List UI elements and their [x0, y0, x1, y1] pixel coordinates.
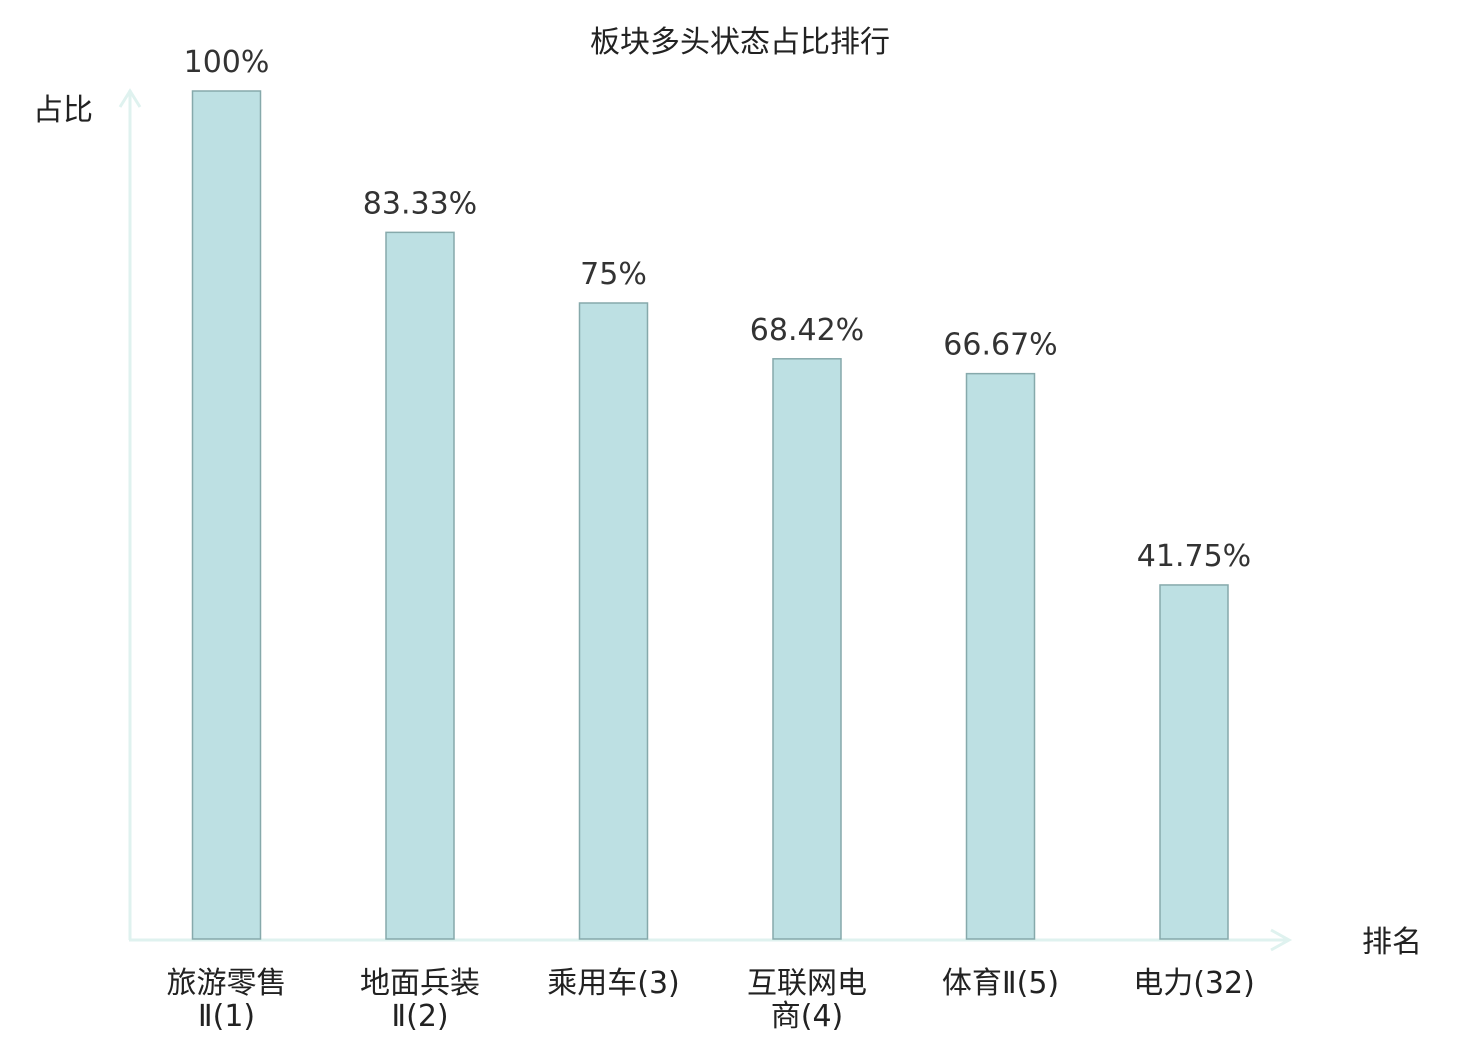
- category-label: 旅游零售: [167, 966, 287, 1001]
- category-label: 乘用车(3): [547, 966, 680, 1001]
- bar: [965, 372, 1036, 940]
- category-label: Ⅱ(2): [391, 999, 448, 1034]
- value-label: 83.33%: [363, 186, 477, 221]
- chart-title: 板块多头状态占比排行: [590, 25, 890, 60]
- x-axis-arrow: [1270, 928, 1293, 952]
- category-label: 互联网电: [747, 966, 867, 1001]
- value-label: 75%: [580, 257, 647, 292]
- bar: [578, 302, 649, 940]
- category-label: Ⅱ(1): [198, 999, 255, 1034]
- bar: [385, 231, 455, 940]
- y-axis-arrow: [118, 88, 142, 108]
- category-label: 地面兵装: [360, 966, 480, 1001]
- bar: [772, 358, 842, 940]
- axes: [118, 88, 1293, 952]
- bar: [191, 90, 262, 940]
- bars-group: [191, 90, 1229, 940]
- y-axis-label: 占比: [33, 93, 93, 128]
- value-label: 68.42%: [750, 313, 864, 348]
- value-label: 66.67%: [943, 328, 1057, 363]
- category-label: 体育Ⅱ(5): [942, 966, 1059, 1001]
- category-label: 商(4): [771, 999, 844, 1034]
- value-label: 100%: [184, 45, 270, 80]
- category-label: 电力(32): [1133, 966, 1255, 1001]
- value-labels-group: 100% 83.33% 75% 68.42% 66.67% 41.75%: [184, 45, 1252, 574]
- bar: [1159, 584, 1229, 940]
- value-label: 41.75%: [1137, 539, 1251, 574]
- x-axis-label: 排名: [1362, 925, 1422, 960]
